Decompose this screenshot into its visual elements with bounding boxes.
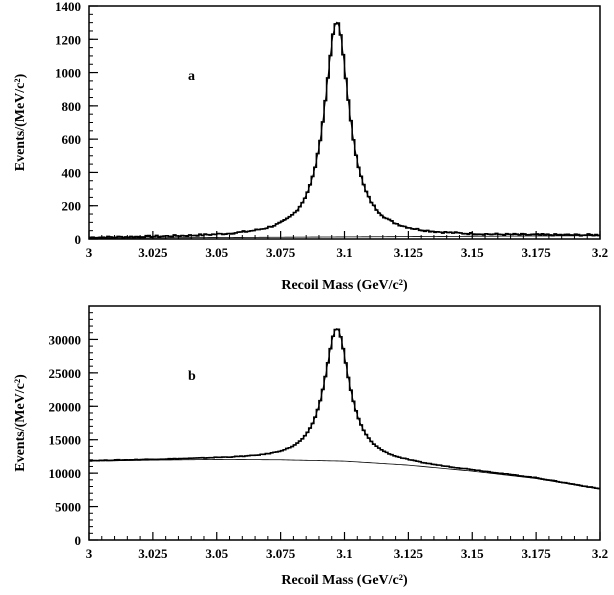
y-tick-label: 0 [75,533,82,548]
x-tick-label: 3.1 [336,546,352,561]
x-tick-label: 3.175 [522,245,552,260]
x-tick-label: 3.025 [138,546,168,561]
x-axis-title: Recoil Mass (GeV/c²) [281,278,408,293]
x-tick-label: 3.15 [461,546,484,561]
x-tick-label: 3.125 [394,245,424,260]
y-axis-title: Events/(MeV/c²) [13,374,28,472]
x-tick-label: 3.125 [394,546,424,561]
data-histogram [89,328,600,490]
panel-label: b [188,369,196,384]
y-tick-label: 1000 [55,66,81,81]
y-tick-label: 800 [62,99,82,114]
x-tick-label: 3.2 [592,245,608,260]
panel-b: 3 3.025 3.05 3.075 3.1 3.125 3.15 3.175 3.2 0 5000… [13,305,608,588]
y-axis-title: Events/(MeV/c²) [13,73,28,171]
panel-a: 3 3.025 3.05 3.075 3.1 3.125 3.15 3.175 3.2 0 200 4… [13,0,608,293]
y-tick-label: 1400 [55,0,81,14]
x-tick-label: 3.05 [205,546,228,561]
plot-frame [88,5,601,240]
y-tick-label: 400 [62,165,82,180]
x-tick-label: 3.075 [266,546,296,561]
x-tick-label: 3.025 [138,245,168,260]
y-tick-label: 1200 [55,32,81,47]
y-tick-label: 0 [75,232,82,247]
x-tick-label: 3 [86,245,93,260]
y-tick-label: 30000 [49,332,82,347]
y-tick-label: 25000 [49,366,82,381]
x-tick-label: 3.075 [266,245,296,260]
x-tick-label: 3.1 [336,245,352,260]
data-histogram [89,22,600,239]
total-fit-curve [88,21,600,238]
x-tick-label: 3.05 [205,245,228,260]
x-tick-label: 3.175 [522,546,552,561]
total-fit-curve [88,328,601,490]
x-axis-title: Recoil Mass (GeV/c²) [281,573,408,588]
plot-frame [88,305,601,541]
panel-label: a [188,69,195,84]
y-tick-label: 10000 [49,466,82,481]
y-tick-label: 5000 [55,500,81,515]
y-tick-label: 20000 [49,399,82,414]
y-tick-label: 200 [62,199,82,214]
x-tick-label: 3.15 [461,245,484,260]
background-fit-curve [88,235,601,239]
x-tick-label: 3 [86,546,93,561]
y-tick-label: 15000 [49,433,82,448]
y-tick-label: 600 [62,132,82,147]
background-fit-curve [88,459,601,490]
x-tick-label: 3.2 [592,546,608,561]
